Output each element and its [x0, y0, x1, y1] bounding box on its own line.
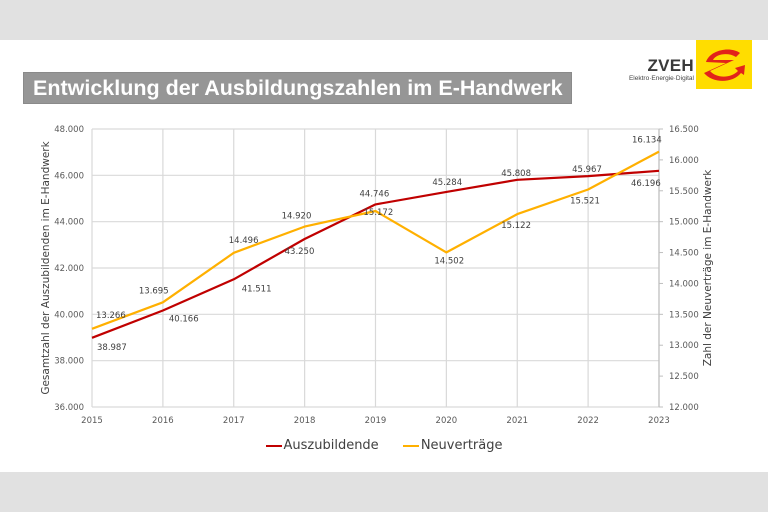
data-label-neuvertraege: 15.122 [501, 221, 531, 231]
x-tick-label: 2016 [152, 416, 174, 426]
data-label-neuvertraege: 13.266 [96, 311, 126, 321]
data-label-neuvertraege: 14.920 [282, 212, 312, 222]
slide-title: Entwicklung der Ausbildungszahlen im E-H… [23, 72, 572, 104]
y-tick-label-left: 40.000 [54, 310, 84, 320]
zveh-logo-text: ZVEH Elektro·Energie·Digital [620, 57, 694, 83]
data-label-auszubildende: 45.284 [432, 178, 462, 188]
y-tick-label-left: 46.000 [54, 171, 84, 181]
legend-label-auszubildende: Auszubildende [283, 438, 379, 454]
x-tick-label: 2020 [436, 416, 458, 426]
logo-tagline: Elektro·Energie·Digital [628, 75, 694, 82]
y-tick-label-right: 13.000 [669, 341, 699, 351]
axes: 36.000 38.000 40.000 42.000 44.000 46.000 48.0… [54, 125, 699, 426]
y-tick-label-right: 16.000 [669, 156, 699, 166]
legend-label-neuvertraege: Neuverträge [420, 438, 503, 454]
gridlines [91, 128, 660, 408]
slide-background [0, 40, 768, 472]
legend-item-auszubildende: Auszubildende [265, 438, 379, 454]
data-label-auszubildende: 45.808 [501, 169, 531, 179]
data-label-neuvertraege: 13.695 [139, 286, 169, 296]
data-label-neuvertraege: 14.496 [229, 236, 259, 246]
y-tick-label-left: 36.000 [54, 403, 84, 413]
y-tick-label-right: 15.500 [669, 187, 699, 197]
series-lines [91, 150, 660, 339]
data-label-auszubildende: 44.746 [360, 189, 390, 199]
data-label-auszubildende: 43.250 [285, 247, 315, 257]
y-tick-label-right: 16.500 [669, 125, 699, 135]
y-tick-label-left: 38.000 [54, 357, 84, 367]
y-axis-title-left: Gesamtzahl der Auszubildenden im E-Handw… [40, 140, 52, 394]
y-tick-label-left: 44.000 [54, 218, 84, 228]
legend-swatch-neuvertraege [402, 444, 419, 447]
data-label-auszubildende: 41.511 [242, 284, 272, 294]
data-label-neuvertraege: 16.134 [632, 136, 662, 146]
y-tick-label-right: 13.500 [669, 310, 699, 320]
data-label-auszubildende: 40.166 [169, 314, 199, 324]
x-tick-label: 2019 [365, 416, 387, 426]
data-label-auszubildende: 38.987 [97, 343, 127, 353]
y-tick-label-right: 15.000 [669, 218, 699, 228]
data-label-neuvertraege: 15.521 [570, 196, 600, 206]
y-axis-title-right: Zahl der Neuverträge im E-Handwerk [702, 169, 714, 367]
logo-name: ZVEH [647, 56, 694, 75]
y-tick-label-right: 14.500 [669, 249, 699, 259]
data-label-neuvertraege: 15.172 [364, 208, 394, 218]
x-tick-label: 2015 [81, 416, 103, 426]
x-tick-label: 2018 [294, 416, 316, 426]
y-tick-label-right: 12.500 [669, 372, 699, 382]
data-labels: 38.987 40.166 41.511 43.250 44.746 45.284 45.8… [96, 136, 662, 353]
y-tick-label-right: 14.000 [669, 279, 699, 289]
series-line-neuvertraege [91, 150, 660, 330]
series-line-auszubildende [91, 169, 660, 339]
x-tick-label: 2021 [506, 416, 528, 426]
data-label-auszubildende: 46.196 [631, 179, 661, 189]
chart-legend: Auszubildende Neuverträge [0, 436, 768, 453]
e-mark-logo-icon [696, 40, 752, 89]
y-tick-label-left: 42.000 [54, 264, 84, 274]
y-tick-label-left: 48.000 [54, 125, 84, 135]
legend-swatch-auszubildende [265, 444, 282, 447]
x-tick-label: 2022 [577, 416, 599, 426]
x-tick-label: 2023 [648, 416, 670, 426]
data-label-auszubildende: 45.967 [572, 165, 602, 175]
legend-item-neuvertraege: Neuverträge [402, 438, 503, 454]
x-tick-label: 2017 [223, 416, 245, 426]
y-tick-label-right: 12.000 [669, 403, 699, 413]
data-label-neuvertraege: 14.502 [434, 256, 464, 266]
